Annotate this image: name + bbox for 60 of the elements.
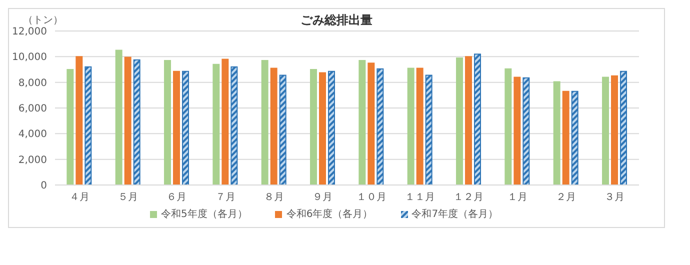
bar [212, 64, 220, 185]
y-tick-label: 10,000 [12, 52, 47, 64]
bar [164, 60, 171, 185]
bar [368, 62, 375, 185]
bar [76, 56, 83, 185]
bar [611, 75, 618, 185]
bar [182, 70, 189, 185]
bar [474, 54, 481, 185]
bar [456, 57, 463, 185]
bar [514, 76, 521, 185]
bar [124, 56, 132, 185]
x-tick-label: ７月 [215, 192, 236, 204]
bar [553, 81, 560, 185]
legend-label: 令和7年度（各月） [410, 208, 498, 221]
bar [602, 76, 609, 185]
y-axis-title: （トン） [23, 14, 63, 27]
bar [571, 90, 578, 185]
x-tick-label: ２月 [556, 192, 576, 204]
bar [115, 50, 122, 185]
x-tick-label: １０月 [356, 192, 386, 204]
bar [416, 68, 424, 185]
bar [620, 70, 627, 185]
bar [504, 68, 512, 185]
bar [562, 90, 570, 185]
bar [522, 77, 530, 185]
bar [261, 60, 268, 185]
legend-label: 令和5年度（各月） [160, 208, 248, 221]
bar [319, 72, 326, 185]
x-tick-label: ８月 [264, 192, 284, 204]
bar [84, 66, 92, 185]
bar [222, 58, 229, 185]
bar [230, 66, 238, 185]
x-tick-label: １月 [507, 192, 528, 204]
bar [376, 68, 384, 185]
legend-label: 令和6年度（各月） [285, 208, 373, 221]
y-tick-label: 8,000 [18, 78, 47, 89]
chart-title: ごみ総排出量 [300, 13, 372, 27]
y-tick-label: 4,000 [18, 129, 47, 140]
x-tick-label: １１月 [405, 192, 435, 204]
bar [310, 69, 317, 185]
bar [328, 70, 335, 185]
bar [358, 60, 366, 185]
bar [465, 56, 472, 185]
x-tick-label: ９月 [312, 192, 333, 204]
x-tick-label: ３月 [604, 192, 625, 204]
y-tick-label: 0 [40, 180, 47, 192]
bar [407, 68, 414, 185]
bar [279, 74, 286, 185]
x-tick-label: １２月 [454, 192, 484, 204]
bar [133, 59, 140, 185]
y-tick-label: 2,000 [18, 154, 47, 166]
bar [66, 69, 74, 185]
bar [173, 70, 180, 185]
y-tick-label: 12,000 [12, 26, 47, 38]
x-tick-label: ６月 [166, 192, 187, 204]
bar [425, 74, 432, 185]
x-tick-label: ４月 [69, 192, 90, 204]
x-tick-label: ５月 [118, 192, 138, 204]
y-tick-label: 6,000 [18, 104, 47, 115]
bar [270, 68, 278, 185]
